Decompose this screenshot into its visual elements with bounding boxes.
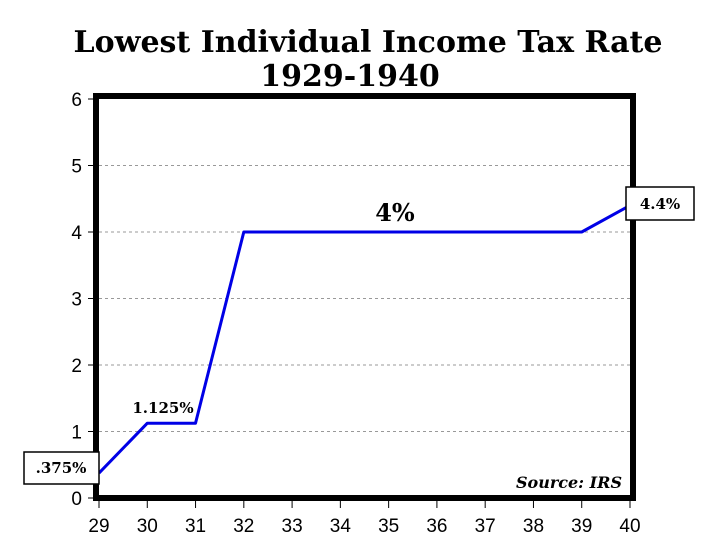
x-tick-label: 33 [282,516,303,537]
y-tick-label: 0 [71,489,82,510]
annotation-last-box [625,186,695,221]
x-tick-label: 32 [233,516,254,537]
x-tick-label: 30 [137,516,158,537]
y-tick-label: 2 [71,356,82,377]
x-tick-label: 38 [523,516,544,537]
x-tick-label: 34 [330,516,352,537]
chart-title: Lowest Individual Income Tax Rate [74,25,663,60]
tax-rate-series-line [97,204,631,475]
y-axis: 0 1 2 3 4 5 6 [71,90,96,510]
source-note: Source: IRS [516,473,622,492]
x-tick-label: 36 [426,516,447,537]
x-axis: 29 30 31 32 33 34 35 36 37 38 39 40 [88,501,641,537]
x-tick-label: 39 [571,516,592,537]
y-tick-label: 5 [71,157,82,178]
x-tick-label: 37 [475,516,496,537]
y-tick-label: 4 [71,223,82,244]
y-tick-label: 3 [71,290,82,311]
annotation-second: 1.125% [132,399,193,417]
annotation-first-box [23,451,100,485]
annotation-first: .375% [36,459,87,477]
grid-lines [99,165,630,432]
chart-subtitle: 1929-1940 [260,59,439,94]
x-tick-label: 31 [185,516,206,537]
x-tick-label: 40 [619,516,640,537]
x-tick-label: 29 [88,516,109,537]
y-tick-label: 1 [71,423,82,444]
x-tick-label: 35 [378,516,399,537]
annotation-last: 4.4% [640,195,680,213]
plot-frame [93,93,636,501]
y-tick-label: 6 [71,90,82,111]
annotation-middle: 4% [375,198,415,227]
